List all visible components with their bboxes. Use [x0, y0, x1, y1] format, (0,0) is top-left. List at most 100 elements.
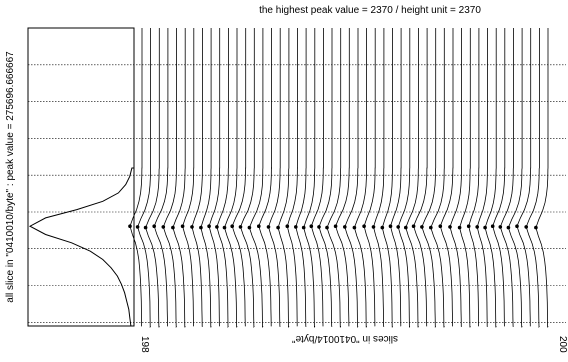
slice-line	[468, 28, 480, 327]
slice-line	[476, 28, 488, 327]
slice-line	[318, 28, 333, 327]
slice-line	[208, 28, 221, 327]
slice-peak-point	[143, 225, 148, 230]
slice-peak-point	[380, 225, 385, 230]
slice-line	[373, 28, 385, 327]
slice-peak-point	[498, 225, 503, 229]
slice-peak-point	[483, 225, 487, 230]
slice-line	[525, 28, 540, 329]
right-panel: 198 slices in "0410014/byte" 200	[128, 28, 568, 353]
x-tick-last: 200	[557, 336, 568, 353]
slice-peak-point	[506, 225, 511, 230]
slice-peak-point	[475, 225, 480, 229]
slice-peak-point	[396, 225, 401, 229]
slice-peak-point	[515, 224, 519, 228]
slice-peak-point	[388, 224, 393, 228]
slice-line	[129, 28, 143, 327]
slice-line	[430, 28, 445, 328]
left-panel: all slice in "0410010/byte" : peak value…	[5, 27, 566, 327]
slice-peak-point	[215, 225, 219, 229]
x-axis-label: slices in "0410014/byte"	[292, 333, 399, 344]
slice-peak-point	[524, 225, 528, 229]
slice-line	[439, 28, 454, 327]
slice-line	[390, 28, 402, 327]
slice-peak-point	[135, 225, 140, 229]
slice-peak-point	[420, 225, 424, 229]
slice-peak-point	[448, 225, 452, 229]
slice-line	[240, 28, 255, 329]
slice-line	[507, 28, 523, 328]
left-panel-frame	[27, 27, 135, 327]
slice-peak-point	[222, 225, 227, 230]
slice-line	[286, 28, 298, 327]
chart-title: the highest peak value = 2370 / height u…	[259, 5, 481, 16]
slice-peak-point	[457, 225, 462, 230]
slice-peak-point	[429, 225, 433, 230]
slice-peak-point	[438, 224, 443, 228]
slice-peak-point	[266, 225, 271, 229]
slice-peak-point	[343, 225, 347, 229]
slice-line	[153, 28, 169, 327]
slice-line	[268, 28, 281, 327]
slice-line	[516, 28, 532, 327]
slice-peak-point	[180, 224, 185, 228]
slice-line	[277, 28, 290, 328]
slice-line	[492, 28, 506, 327]
slice-line	[397, 28, 411, 329]
slice-line	[326, 28, 342, 328]
slice-peak-point	[152, 224, 156, 228]
slice-line	[484, 28, 497, 328]
slice-line	[421, 28, 437, 329]
slice-line	[191, 28, 203, 327]
slice-peak-point	[285, 224, 290, 228]
left-ylabel: all slice in "0410010/byte" : peak value…	[5, 51, 16, 303]
slice-line	[295, 28, 307, 327]
slice-peak-point	[247, 225, 252, 230]
slice-line	[303, 28, 316, 328]
slice-peak-point	[207, 224, 211, 228]
slice-peak-point	[238, 225, 243, 229]
slice-peak-point	[411, 224, 416, 228]
slice-peak-point	[199, 225, 203, 230]
slice-peak-point	[325, 225, 329, 230]
slice-line	[200, 28, 212, 328]
slice-peak-point	[534, 225, 538, 230]
slice-line	[353, 28, 367, 328]
slice-line	[216, 28, 229, 329]
slice-line	[310, 28, 324, 327]
left-dashed-gridlines	[28, 64, 566, 323]
slice-line	[344, 28, 359, 329]
slice-line	[413, 28, 428, 327]
slice-peak-point	[276, 225, 280, 230]
slice-line	[535, 28, 549, 328]
x-tick-first: 198	[139, 336, 150, 353]
slice-peak-point	[294, 225, 298, 229]
slice-peak-point	[371, 225, 376, 229]
slice-line	[258, 28, 272, 327]
slice-line	[449, 28, 462, 327]
slice-line	[137, 28, 151, 329]
slice-peak-point	[352, 225, 357, 230]
slice-peak-point	[309, 224, 314, 228]
slice-peak-point	[230, 224, 234, 228]
slice-peak-point	[466, 224, 471, 228]
slice-lines	[128, 28, 549, 329]
slice-line	[224, 28, 238, 328]
slice-peak-point	[128, 224, 132, 228]
slice-line	[381, 28, 393, 328]
slice-peak-point	[333, 224, 338, 228]
slice-line	[231, 28, 247, 327]
slice-peak-point	[301, 225, 306, 230]
slice-peak-point	[362, 224, 366, 228]
slice-peak-point	[190, 225, 194, 229]
slice-peak-point	[490, 224, 495, 228]
slice-peak-point	[317, 225, 321, 229]
slice-peak-point	[404, 225, 408, 230]
slice-line	[335, 28, 350, 327]
slice-line	[145, 28, 160, 328]
left-series-line	[28, 28, 135, 327]
slice-line	[405, 28, 419, 328]
slice-line	[248, 28, 264, 328]
slice-line	[499, 28, 514, 327]
